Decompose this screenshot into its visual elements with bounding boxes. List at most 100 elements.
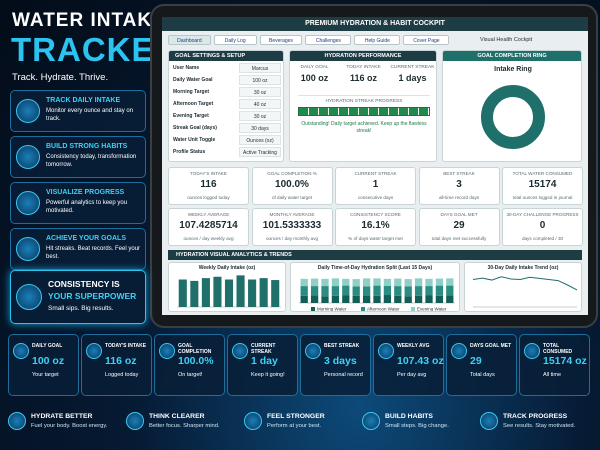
icon (13, 343, 29, 359)
icon (16, 237, 40, 261)
setting-value: 40 oz (239, 99, 281, 109)
bar-segment (425, 278, 433, 287)
line (472, 276, 578, 291)
kpi-value: 0 (539, 220, 546, 231)
stat-card: DAYS GOAL MET 29 Total days (446, 334, 517, 396)
stat-sub: Total days (470, 372, 495, 378)
chart-title: Weekly Daily Intake (oz) (198, 265, 256, 271)
stat-card: BEST STREAK 3 days Personal record (300, 334, 371, 396)
tab[interactable]: Daily Log (213, 35, 257, 45)
kpi-card: MONTHLY AVERAGE 101.5333333 ounces / day m… (251, 208, 333, 246)
bar (248, 279, 257, 307)
feature-title: BUILD STRONG HABITS (46, 143, 128, 150)
setting-value: Ounces (oz) (239, 135, 281, 145)
legend-label: Afternoon Water (367, 307, 400, 312)
bar-segment (383, 285, 392, 296)
bar-segment (394, 295, 402, 303)
feature: TRACK DAILY INTAKE Monitor every ounce an… (10, 90, 146, 132)
stat-label: GOAL COMPLETION (178, 343, 212, 355)
tab[interactable]: Help Guide (354, 35, 401, 45)
bar-segment (373, 285, 381, 296)
stat-card: WEEKLY AVG 107.43 oz Per day avg (373, 334, 444, 396)
kpi-label: DAYS GOAL MET (440, 212, 478, 217)
feature-text: Consistency today, transformation tomorr… (46, 154, 137, 168)
bar-segment (362, 278, 371, 287)
kpi-sub: total ounces logged in journal (512, 195, 573, 200)
chart-title: Daily Time-of-Day Hydration Split (Last … (317, 265, 433, 271)
panel-header: HYDRATION PERFORMANCE (290, 51, 436, 61)
footer-title: THINK CLEARER (149, 413, 205, 420)
stat-card: TODAY'S INTAKE 116 oz Logged today (81, 334, 152, 396)
kpi-label: GOAL COMPLETION % (267, 171, 317, 176)
stat-label: BEST STREAK (324, 343, 360, 349)
bar-segment (435, 285, 444, 296)
stat-label: TODAY'S INTAKE (105, 343, 147, 349)
setting-value: 30 oz (239, 111, 281, 121)
bar-segment (300, 286, 308, 296)
feature-title: TRACK DAILY INTAKE (46, 97, 121, 104)
stat-sub: Personal record (324, 372, 363, 378)
bar-segment (331, 286, 340, 296)
bar-segment (310, 278, 319, 287)
tab[interactable]: Dashboard (168, 35, 211, 45)
setting-label: Afternoon Target (173, 101, 214, 107)
setting-label: Streak Goal (days) (173, 125, 217, 131)
stat-value: 29 (470, 355, 482, 367)
bar (190, 280, 199, 307)
kpi-value: 16.1% (361, 220, 390, 231)
stat-value: 100 oz (32, 355, 65, 367)
bar-segment (383, 278, 392, 286)
footer-text: Better focus. Sharper mind. (149, 423, 220, 429)
tab[interactable]: Cover Page (403, 35, 450, 45)
stat-value: 3 days (324, 355, 357, 367)
kpi-label: TODAY'S INTAKE (190, 171, 227, 176)
panel-header: GOAL SETTINGS & SETUP (169, 51, 283, 61)
bar-segment (435, 278, 444, 286)
feature-text: Monitor every ounce and stay on track. (46, 108, 134, 122)
stat-label: DAYS GOAL MET (470, 343, 512, 349)
bar-segment (362, 286, 371, 296)
setting-value: 30 days (239, 123, 281, 133)
kpi-label: TOTAL WATER CONSUMED (512, 171, 573, 176)
icon (232, 343, 248, 359)
tab[interactable]: Beverages (259, 35, 303, 45)
message: Outstanding! Daily target achieved. Keep… (301, 121, 427, 134)
setting-value: 100 oz (239, 75, 281, 85)
stat-card: GOAL COMPLETION 100.0% On target! (154, 334, 225, 396)
side-label: Visual Health Cockpit (480, 37, 533, 43)
bar-segment (373, 278, 381, 286)
kpi-label: BEST STREAK (443, 171, 475, 176)
stat-sub: Your target (32, 372, 59, 378)
metric-label: TODAY INTAKE (346, 65, 381, 70)
highlight: CONSISTENCY IS YOUR SUPERPOWER Small sips.… (10, 270, 146, 324)
bar-segment (414, 286, 423, 296)
footer-title: BUILD HABITS (385, 413, 433, 420)
chart-panel: Daily Time-of-Day Hydration Split (Last … (290, 262, 460, 312)
kpi-label: 30-DAY CHALLENGE PROGRESS (506, 212, 579, 217)
feature-title: VISUALIZE PROGRESS (46, 189, 125, 196)
bar-segment (373, 295, 381, 303)
stat-value: 107.43 oz (397, 355, 444, 367)
stat-value: 15174 oz (543, 355, 587, 367)
footer-text: Perform at your best. (267, 423, 322, 429)
stat-label: WEEKLY AVG (397, 343, 430, 349)
bar-segment (414, 295, 423, 303)
kpi-value: 29 (453, 220, 465, 231)
icon (159, 343, 175, 359)
kpi-label: WEEKLY AVERAGE (187, 212, 230, 217)
stat-sub: Logged today (105, 372, 139, 378)
bar-segment (404, 279, 412, 287)
icon (362, 412, 380, 430)
metric-label: DAILY GOAL (300, 65, 329, 70)
kpi-value: 1 (372, 179, 379, 190)
stat-card: TOTAL CONSUMED 15174 oz All time (519, 334, 590, 396)
bar-segment (321, 278, 329, 287)
section-header: HYDRATION VISUAL ANALYTICS & TRENDS (168, 250, 582, 260)
stat-label: DAILY GOAL (32, 343, 63, 349)
kpi-sub: all-time record days (438, 195, 480, 200)
ring (481, 85, 545, 149)
tab[interactable]: Challenges (305, 35, 352, 45)
legend-label: Morning Water (317, 307, 347, 312)
bar-segment (404, 286, 412, 297)
legend-swatch (411, 307, 415, 311)
